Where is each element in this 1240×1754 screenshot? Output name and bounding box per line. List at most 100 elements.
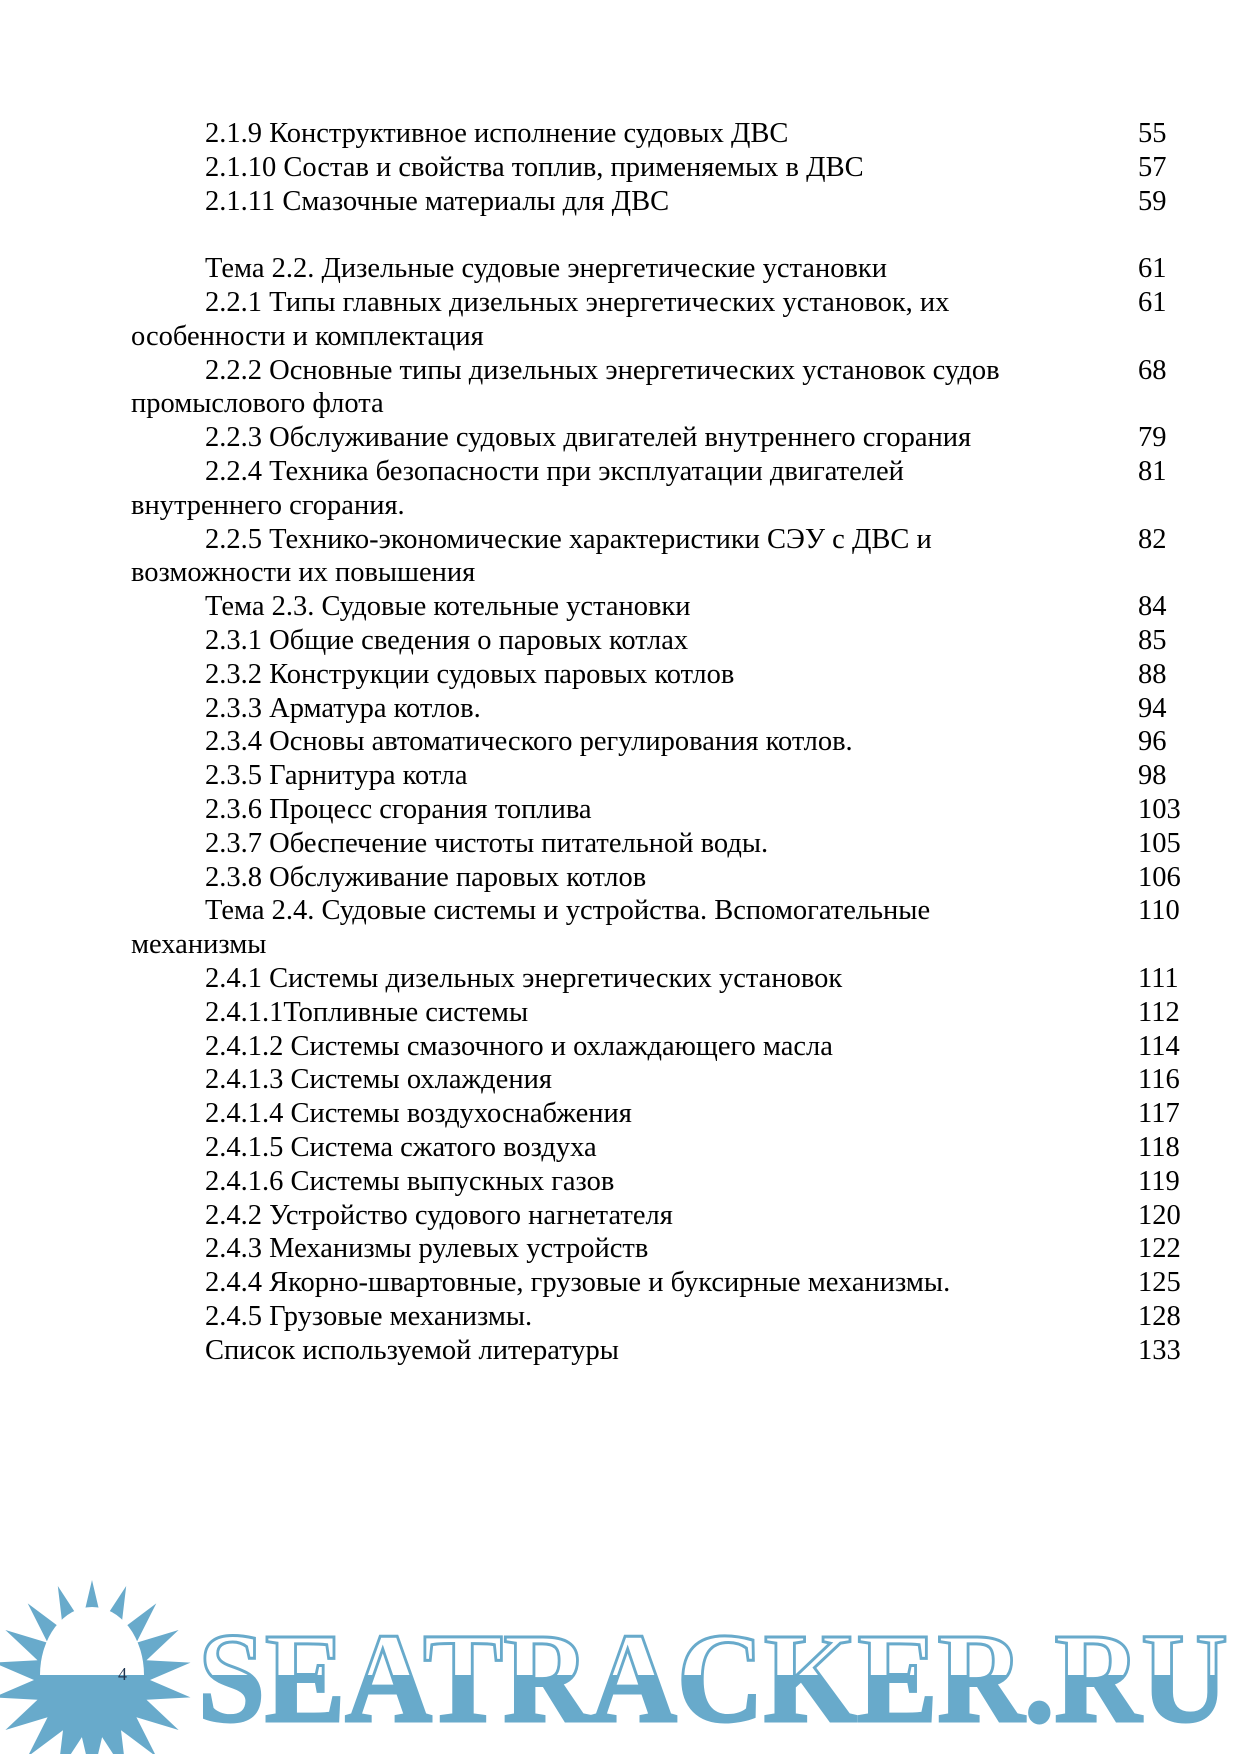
toc-entry-title: 2.4.1.5 Система сжатого воздуха <box>205 1131 597 1163</box>
toc-entry-page: 68 <box>1138 354 1167 386</box>
toc-entry: 2.1.9 Конструктивное исполнение судовых … <box>0 117 1240 151</box>
toc-entry: 2.4.1.1Топливные системы 112 <box>0 996 1240 1030</box>
toc-entry: 2.1.11 Смазочные материалы для ДВС 59 <box>0 185 1240 219</box>
toc-entry-page: 55 <box>1138 118 1167 149</box>
toc-entry-title: 2.4.1.1Топливные системы <box>205 996 529 1028</box>
toc-entry-title-continued: внутреннего сгорания. <box>131 489 405 521</box>
toc-entry-title: Тема 2.4. Судовые системы и устройства. … <box>205 895 931 927</box>
toc-entry-page: 94 <box>1138 692 1167 724</box>
toc-entry: 2.1.10 Состав и свойства топлив, применя… <box>0 151 1240 185</box>
toc-entry-title-continued: механизмы <box>131 929 267 961</box>
toc-entry-title: 2.4.1 Системы дизельных энергетических у… <box>205 962 843 994</box>
toc-entry: 2.3.3 Арматура котлов. 94 <box>0 692 1240 726</box>
toc-entry-title: 2.4.5 Грузовые механизмы. <box>205 1300 533 1332</box>
toc-entry: Тема 2.3. Судовые котельные установки 84 <box>0 590 1240 624</box>
toc-entry-page: 112 <box>1138 996 1180 1028</box>
toc-entry-page: 96 <box>1138 726 1167 758</box>
toc-entry: 2.4.1 Системы дизельных энергетических у… <box>0 962 1240 996</box>
toc-entry-title-continued: промыслового флота <box>131 388 384 420</box>
toc-entry: 2.4.1.3 Системы охлаждения 116 <box>0 1063 1240 1097</box>
toc-entry-title: 2.2.1 Типы главных дизельных энергетичес… <box>205 286 950 318</box>
toc-entry-page: 81 <box>1138 455 1167 487</box>
toc-entry-title-continued: особенности и комплектация <box>131 320 484 352</box>
toc-entry: Тема 2.4. Судовые системы и устройства. … <box>0 894 1240 928</box>
toc-entry-continuation: особенности и комплектация <box>0 320 1240 354</box>
toc-entry-page: 116 <box>1138 1064 1180 1096</box>
toc-entry-title: 2.2.2 Основные типы дизельных энергетиче… <box>205 354 1000 386</box>
toc-entry: 2.2.3 Обслуживание судовых двигателей вн… <box>0 421 1240 455</box>
toc-entry-title: 2.1.9 Конструктивное исполнение судовых … <box>205 118 789 149</box>
blank-line <box>0 218 1240 252</box>
table-of-contents: 2.1.9 Конструктивное исполнение судовых … <box>0 117 1240 1367</box>
toc-entry-page: 120 <box>1138 1199 1181 1231</box>
toc-entry-title: 2.4.1.2 Системы смазочного и охлаждающег… <box>205 1030 833 1062</box>
toc-entry-page: 119 <box>1138 1165 1180 1197</box>
toc-entry-title: 2.4.1.3 Системы охлаждения <box>205 1064 552 1096</box>
toc-entry-page: 84 <box>1138 591 1167 623</box>
toc-entry-title: Список используемой литературы <box>205 1334 619 1366</box>
toc-entry: 2.2.4 Техника безопасности при эксплуата… <box>0 455 1240 489</box>
toc-entry: 2.4.1.5 Система сжатого воздуха 118 <box>0 1131 1240 1165</box>
toc-entry-page: 122 <box>1138 1233 1181 1265</box>
page-number: 4 <box>118 1664 127 1684</box>
toc-entry-title: 2.3.2 Конструкции судовых паровых котлов <box>205 658 735 690</box>
toc-entry-title: 2.1.11 Смазочные материалы для ДВС <box>205 185 670 217</box>
toc-entry-page: 61 <box>1138 253 1167 285</box>
toc-entry-title: 2.4.1.4 Системы воздухоснабжения <box>205 1098 632 1130</box>
toc-entry: 2.3.4 Основы автоматического регулирован… <box>0 725 1240 759</box>
toc-entry-title: 2.3.8 Обслуживание паровых котлов <box>205 861 647 893</box>
toc-entry: 2.3.1 Общие сведения о паровых котлах 85 <box>0 624 1240 658</box>
seatracker-watermark: SEATRACKER.RU <box>0 1580 1230 1754</box>
toc-entry-title: Тема 2.2. Дизельные судовые энергетическ… <box>205 253 887 285</box>
toc-entry-page: 128 <box>1138 1300 1181 1332</box>
toc-entry: Список используемой литературы 133 <box>0 1334 1240 1368</box>
toc-entry-title: 2.4.3 Механизмы рулевых устройств <box>205 1233 649 1265</box>
toc-entry-continuation: внутреннего сгорания. <box>0 489 1240 523</box>
toc-entry: 2.3.7 Обеспечение чистоты питательной во… <box>0 827 1240 861</box>
toc-entry-page: 82 <box>1138 523 1167 555</box>
toc-entry: 2.3.5 Гарнитура котла 98 <box>0 759 1240 793</box>
toc-entry: 2.4.2 Устройство судового нагнетателя 120 <box>0 1199 1240 1233</box>
toc-entry-title: 2.3.7 Обеспечение чистоты питательной во… <box>205 827 769 859</box>
toc-entry-page: 105 <box>1138 827 1181 859</box>
toc-entry-continuation: возможности их повышения <box>0 556 1240 590</box>
toc-entry-page: 79 <box>1138 422 1167 454</box>
toc-entry-title: 2.3.3 Арматура котлов. <box>205 692 481 724</box>
toc-entry-title: 2.3.5 Гарнитура котла <box>205 760 468 792</box>
toc-entry: 2.4.4 Якорно-швартовные, грузовые и букс… <box>0 1266 1240 1300</box>
toc-entry-title-continued: возможности их повышения <box>131 557 476 589</box>
toc-entry-page: 85 <box>1138 624 1167 656</box>
sun-icon <box>0 1580 191 1754</box>
toc-entry-title: 2.1.10 Состав и свойства топлив, применя… <box>205 151 864 183</box>
toc-entry: 2.2.1 Типы главных дизельных энергетичес… <box>0 286 1240 320</box>
toc-entry: 2.4.1.4 Системы воздухоснабжения 117 <box>0 1097 1240 1131</box>
toc-entry-title: 2.4.2 Устройство судового нагнетателя <box>205 1199 673 1231</box>
toc-entry-continuation: механизмы <box>0 928 1240 962</box>
toc-entry-page: 118 <box>1138 1131 1180 1163</box>
toc-entry-title: Тема 2.3. Судовые котельные установки <box>205 591 691 623</box>
toc-entry-page: 59 <box>1138 185 1167 217</box>
toc-entry-title: 2.2.3 Обслуживание судовых двигателей вн… <box>205 422 972 454</box>
toc-entry-page: 114 <box>1138 1030 1180 1062</box>
toc-entry-page: 88 <box>1138 658 1167 690</box>
toc-entry-page: 117 <box>1138 1098 1180 1130</box>
toc-entry-title: 2.3.6 Процесс сгорания топлива <box>205 793 592 825</box>
toc-entry: 2.4.3 Механизмы рулевых устройств 122 <box>0 1232 1240 1266</box>
toc-entry-continuation: промыслового флота <box>0 387 1240 421</box>
toc-entry-page: 111 <box>1138 962 1179 994</box>
watermark-text: SEATRACKER.RU <box>198 1607 1228 1749</box>
toc-entry-title: 2.2.5 Технико-экономические характеристи… <box>205 523 932 555</box>
toc-entry-page: 103 <box>1138 793 1181 825</box>
toc-entry-title: 2.4.4 Якорно-швартовные, грузовые и букс… <box>205 1267 951 1299</box>
toc-entry: 2.3.6 Процесс сгорания топлива 103 <box>0 793 1240 827</box>
toc-entry-page: 57 <box>1138 151 1167 183</box>
toc-entry-page: 98 <box>1138 760 1167 792</box>
toc-entry-title: 2.4.1.6 Системы выпускных газов <box>205 1165 615 1197</box>
toc-entry-title: 2.3.4 Основы автоматического регулирован… <box>205 726 853 758</box>
toc-entry-page: 133 <box>1138 1334 1181 1366</box>
toc-entry-page: 61 <box>1138 286 1167 318</box>
toc-entry-title: 2.2.4 Техника безопасности при эксплуата… <box>205 455 904 487</box>
toc-entry: 2.4.1.2 Системы смазочного и охлаждающег… <box>0 1030 1240 1064</box>
toc-entry: 2.2.5 Технико-экономические характеристи… <box>0 523 1240 557</box>
toc-entry-page: 110 <box>1138 895 1180 927</box>
